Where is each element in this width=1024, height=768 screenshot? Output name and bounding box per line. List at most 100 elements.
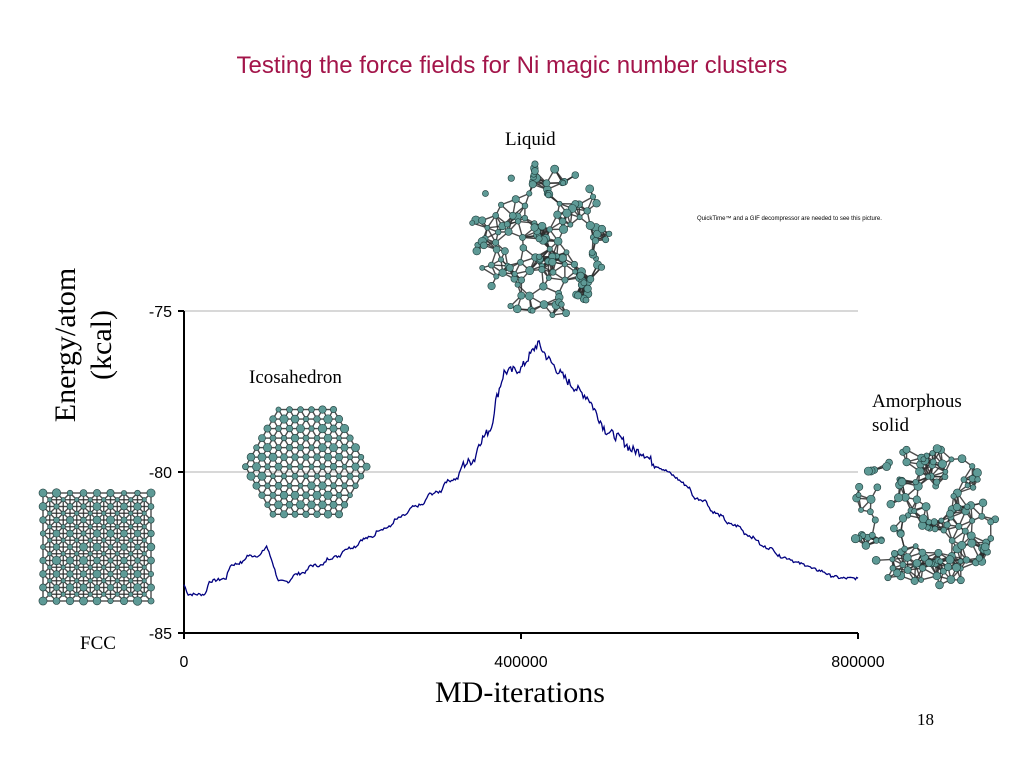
atom [576, 214, 583, 221]
atom [308, 425, 315, 432]
atom [572, 268, 578, 275]
atom [549, 312, 556, 319]
atom [141, 537, 147, 543]
atom [93, 556, 101, 565]
atom [526, 190, 533, 197]
atom [52, 543, 61, 551]
atom [969, 484, 977, 491]
atom [257, 471, 267, 481]
atom [47, 564, 53, 570]
atom [141, 578, 147, 584]
atom [253, 444, 260, 451]
atom [106, 489, 115, 497]
atom [952, 563, 961, 572]
atom [931, 525, 939, 533]
atom [269, 434, 277, 442]
atom [141, 551, 147, 557]
atom [107, 503, 114, 510]
atom [269, 510, 277, 518]
atom [472, 246, 481, 256]
atom [597, 224, 606, 233]
atom [92, 596, 102, 606]
atom [519, 233, 526, 241]
atom [74, 497, 80, 503]
atom [492, 245, 501, 254]
atom [52, 570, 61, 578]
atom [128, 497, 134, 503]
atom [329, 406, 338, 414]
page-number: 18 [917, 710, 934, 729]
atom [101, 551, 107, 557]
atom [128, 591, 134, 597]
atom [107, 597, 114, 605]
atom [92, 542, 102, 552]
atom [946, 509, 954, 518]
atom [850, 534, 860, 544]
atom [39, 570, 47, 578]
atom [346, 434, 354, 442]
atom [313, 434, 321, 442]
atom [38, 488, 48, 498]
atom [352, 482, 359, 489]
atom [480, 241, 488, 250]
atom [335, 510, 343, 519]
atom [274, 481, 283, 490]
atom [60, 524, 66, 530]
atom [285, 443, 294, 452]
atom [521, 202, 529, 210]
atom [80, 530, 87, 537]
atom [362, 462, 371, 471]
atom [538, 266, 546, 274]
atom [79, 570, 88, 578]
atom [974, 476, 981, 483]
atom [902, 457, 911, 467]
atom [318, 443, 327, 452]
atom [340, 443, 349, 452]
atom [341, 482, 348, 489]
atom [340, 501, 349, 509]
atom [285, 424, 294, 433]
atom [558, 224, 569, 234]
atom [120, 584, 128, 591]
atom [972, 468, 982, 478]
atom [929, 458, 937, 466]
atom [886, 500, 895, 509]
atom [329, 443, 338, 453]
atom [537, 221, 547, 231]
atom [275, 425, 282, 432]
atom [302, 510, 310, 518]
atom [586, 275, 595, 283]
atom [912, 478, 919, 486]
atom [65, 556, 75, 565]
atom [334, 415, 344, 424]
atom [121, 490, 127, 496]
atom [487, 281, 496, 291]
atom [258, 491, 266, 499]
atom [313, 453, 321, 461]
atom [889, 556, 896, 563]
atom [93, 584, 101, 591]
atom [252, 481, 261, 490]
atom [128, 551, 134, 557]
atom [74, 578, 80, 584]
atom [39, 556, 47, 565]
atom [957, 454, 967, 463]
atom [134, 543, 141, 551]
fcc-cluster-image [38, 488, 156, 606]
atom [912, 495, 921, 504]
atom [504, 227, 513, 236]
atom [539, 282, 548, 291]
atom [598, 263, 606, 271]
atom [39, 516, 47, 524]
atom [141, 591, 147, 597]
atom [47, 497, 53, 503]
atom [351, 443, 360, 453]
y-tick-label: -85 [149, 626, 172, 643]
atom [101, 591, 107, 597]
atom [53, 516, 60, 524]
atom [141, 524, 147, 530]
atom [967, 538, 977, 548]
atom [884, 574, 892, 582]
atom [133, 502, 142, 511]
atom [469, 220, 476, 226]
